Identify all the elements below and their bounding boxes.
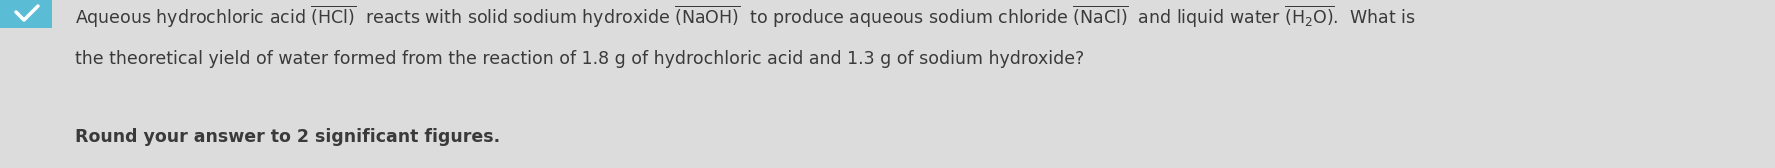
- Text: Round your answer to 2 significant figures.: Round your answer to 2 significant figur…: [75, 128, 501, 146]
- Text: Aqueous hydrochloric acid $\overline{\mathrm{(HCl)}}$  reacts with solid sodium : Aqueous hydrochloric acid $\overline{\ma…: [75, 4, 1416, 30]
- Text: the theoretical yield of water formed from the reaction of 1.8 g of hydrochloric: the theoretical yield of water formed fr…: [75, 50, 1085, 68]
- FancyBboxPatch shape: [0, 0, 51, 28]
